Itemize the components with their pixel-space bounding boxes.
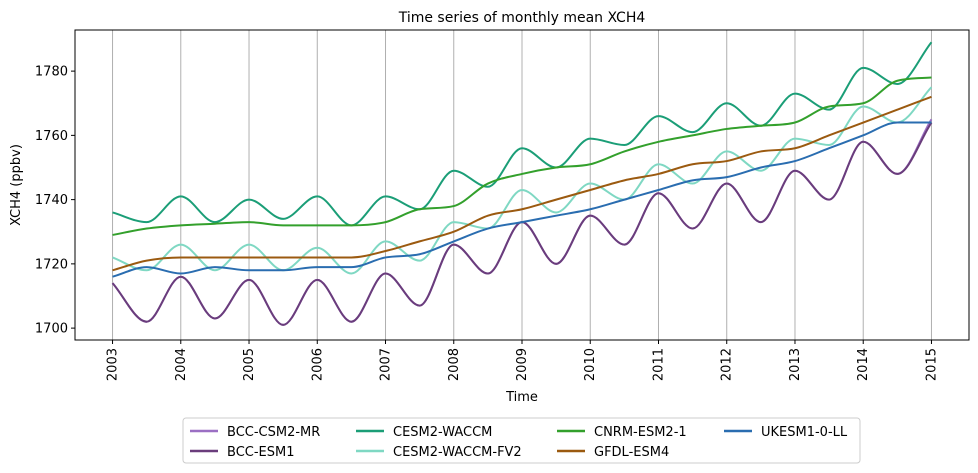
series-layer xyxy=(111,41,933,326)
series-line-gfdl-esm4 xyxy=(112,95,932,272)
y-tick-label: 1740 xyxy=(35,193,68,208)
y-tick-label: 1760 xyxy=(35,129,68,144)
chart-title: Time series of monthly mean XCH4 xyxy=(398,10,646,26)
x-tick-label: 2006 xyxy=(310,348,325,381)
series-line-cesm2-waccm xyxy=(112,41,933,227)
x-tick-label: 2011 xyxy=(651,348,666,381)
series-line-cesm2-waccm-fv2 xyxy=(112,86,933,275)
y-tick-label: 1720 xyxy=(35,257,68,272)
legend-frame xyxy=(182,417,861,464)
y-tick-label: 1700 xyxy=(35,322,68,337)
series-line-cnrm-esm2-1 xyxy=(112,76,932,236)
x-tick-label: 2014 xyxy=(856,348,871,381)
legend-label-ukesm1-0-ll: UKESM1-0-LL xyxy=(761,425,848,440)
series-line-ukesm1-0-ll xyxy=(112,121,932,278)
legend: BCC-CSM2-MR BCC-ESM1 CESM2-WACCM CESM2-WACC… xyxy=(182,417,861,464)
x-tick-label: 2012 xyxy=(720,348,735,381)
x-tick-label: 2004 xyxy=(174,348,189,381)
x-tick-label: 2003 xyxy=(106,348,121,381)
x-tick-label: 2007 xyxy=(379,348,394,381)
x-axis-label: Time xyxy=(505,390,538,405)
legend-label-cesm2-waccm-fv2: CESM2-WACCM-FV2 xyxy=(393,445,522,460)
x-tick-label: 2005 xyxy=(242,348,257,381)
legend-label-cesm2-waccm: CESM2-WACCM xyxy=(393,425,492,440)
grid-lines xyxy=(112,30,932,340)
x-tick-label: 2013 xyxy=(788,348,803,381)
legend-label-gfdl-esm4: GFDL-ESM4 xyxy=(594,445,669,460)
legend-label-bcc-csm2-mr: BCC-CSM2-MR xyxy=(227,425,320,440)
legend-label-cnrm-esm2-1: CNRM-ESM2-1 xyxy=(594,425,687,440)
x-tick-label: 2009 xyxy=(515,348,530,381)
x-tick-label: 2010 xyxy=(583,348,598,381)
y-axis-label: XCH4 (ppbv) xyxy=(9,144,24,226)
x-tick-label: 2008 xyxy=(447,348,462,381)
legend-label-bcc-esm1: BCC-ESM1 xyxy=(227,445,295,460)
x-tick-label: 2015 xyxy=(924,348,939,381)
y-tick-label: 1780 xyxy=(35,65,68,80)
y-axis-ticks: 1700 1720 1740 1760 1780 xyxy=(35,65,75,337)
x-axis-ticks: 2003 2004 2005 2006 2007 2008 2009 2010 2011 2012… xyxy=(106,340,939,381)
